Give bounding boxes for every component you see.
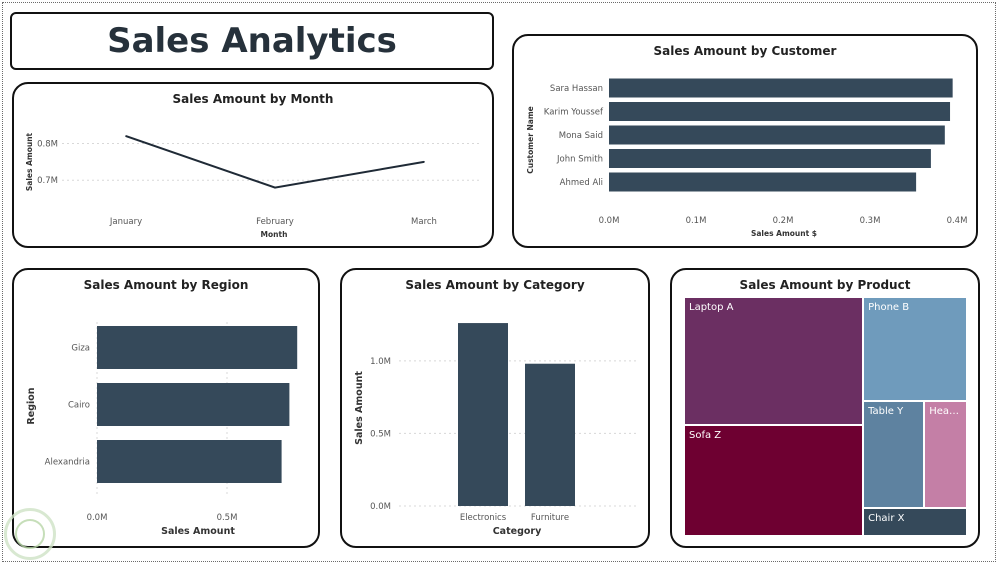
treemap-cell[interactable]: Chair X (863, 507, 967, 536)
month-y-tick-label: 0.8M (37, 139, 58, 149)
month-series-line (125, 135, 425, 189)
month-y-tick-label: 0.7M (37, 176, 58, 186)
category-chart-card[interactable]: Sales Amount by Category 0.0M 0.5M 1.0M Ele… (340, 268, 650, 548)
customer-bar (609, 125, 945, 145)
customer-y-axis-label: Customer Name (526, 106, 535, 174)
region-bar (97, 440, 282, 483)
region-x-axis-label: Sales Amount (161, 526, 235, 537)
category-x-tick-label: Furniture (531, 513, 569, 523)
month-data-point (125, 135, 127, 137)
treemap-cell-label: Table Y (868, 405, 904, 417)
customer-x-tick-label: 0.1M (686, 216, 707, 226)
customer-bar (609, 149, 931, 168)
treemap-cell[interactable]: Headp... (924, 400, 967, 508)
category-y-tick-label: 1.0M (370, 357, 391, 367)
region-bar (97, 383, 290, 426)
customer-bar (609, 78, 953, 98)
month-y-axis-label: Sales Amount (25, 132, 34, 191)
month-x-axis-label: Month (261, 230, 288, 239)
watermark-logo-icon (4, 508, 56, 560)
customer-y-tick-label: Ahmed Ali (560, 178, 603, 188)
month-chart-title: Sales Amount by Month (172, 92, 334, 106)
treemap-cell[interactable]: Table Y (863, 400, 925, 508)
customer-x-tick-label: 0.0M (599, 216, 620, 226)
customer-x-tick-label: 0.3M (860, 216, 881, 226)
month-data-point (423, 161, 425, 163)
treemap-cell-label: Laptop A (689, 302, 734, 313)
category-bar (458, 323, 508, 506)
category-y-axis-label: Sales Amount (354, 371, 365, 445)
category-y-tick-label: 0.5M (370, 429, 391, 439)
treemap-cell-label: Headp... (929, 405, 964, 417)
treemap-cell[interactable]: Sofa Z (684, 424, 864, 536)
customer-x-tick-label: 0.4M (947, 216, 968, 226)
region-chart-title: Sales Amount by Region (83, 278, 249, 292)
category-column-chart: 0.0M 0.5M 1.0M Electronics Furniture Category… (354, 323, 638, 537)
region-x-tick-label: 0.5M (217, 513, 238, 523)
category-y-tick-label: 0.0M (370, 502, 391, 512)
category-x-tick-label: Electronics (460, 513, 507, 523)
region-bar (97, 326, 298, 369)
category-chart-title: Sales Amount by Category (405, 278, 585, 292)
customer-y-tick-label: John Smith (556, 155, 603, 165)
product-chart-card[interactable]: Sales Amount by Product Laptop A Sofa Z Ph… (670, 268, 980, 548)
customer-bar (609, 102, 951, 121)
customer-bar (609, 172, 917, 192)
treemap-cell-label: Chair X (868, 512, 905, 524)
treemap-cell[interactable]: Laptop A (684, 297, 864, 425)
customer-x-axis-label: Sales Amount $ (751, 229, 817, 238)
treemap-cell-label: Phone B (868, 302, 910, 313)
region-bar-chart: Giza Cairo Alexandria 0.0M 0.5M Sales Amount R… (26, 322, 298, 537)
dashboard-title: Sales Analytics (107, 21, 397, 61)
region-y-tick-label: Giza (71, 344, 90, 354)
product-chart-title: Sales Amount by Product (739, 278, 911, 292)
region-chart-card[interactable]: Sales Amount by Region Giza Cairo Alexandr… (12, 268, 320, 548)
month-x-tick-label: February (256, 217, 294, 227)
month-chart-card[interactable]: Sales Amount by Month 0.7M 0.8M January Feb… (12, 82, 494, 248)
customer-y-tick-label: Mona Said (559, 131, 603, 141)
region-x-tick-label: 0.0M (87, 513, 108, 523)
category-bar (525, 363, 575, 506)
customer-bar-chart: Sara Hassan Karim Youssef Mona Said John Sm… (526, 78, 968, 238)
customer-chart-card[interactable]: Sales Amount by Customer Sara Hassan Kari… (512, 34, 978, 248)
region-y-axis-label: Region (26, 387, 37, 424)
region-y-tick-label: Cairo (68, 401, 90, 411)
month-x-tick-label: January (109, 217, 142, 227)
treemap-cell-label: Sofa Z (689, 429, 722, 441)
title-card: Sales Analytics (10, 12, 494, 70)
customer-y-tick-label: Sara Hassan (550, 84, 603, 94)
product-treemap: Laptop A Sofa Z Phone B Table Y Headp... Chai… (684, 297, 967, 536)
customer-y-tick-label: Karim Youssef (544, 108, 604, 118)
month-data-point (274, 186, 276, 189)
month-x-tick-label: March (411, 217, 437, 227)
category-x-axis-label: Category (493, 526, 542, 537)
region-y-tick-label: Alexandria (45, 458, 90, 468)
month-line-chart: 0.7M 0.8M January February March Month Sales A… (25, 132, 480, 239)
customer-x-tick-label: 0.2M (773, 216, 794, 226)
customer-chart-title: Sales Amount by Customer (653, 44, 837, 58)
treemap-cell[interactable]: Phone B (863, 297, 967, 401)
